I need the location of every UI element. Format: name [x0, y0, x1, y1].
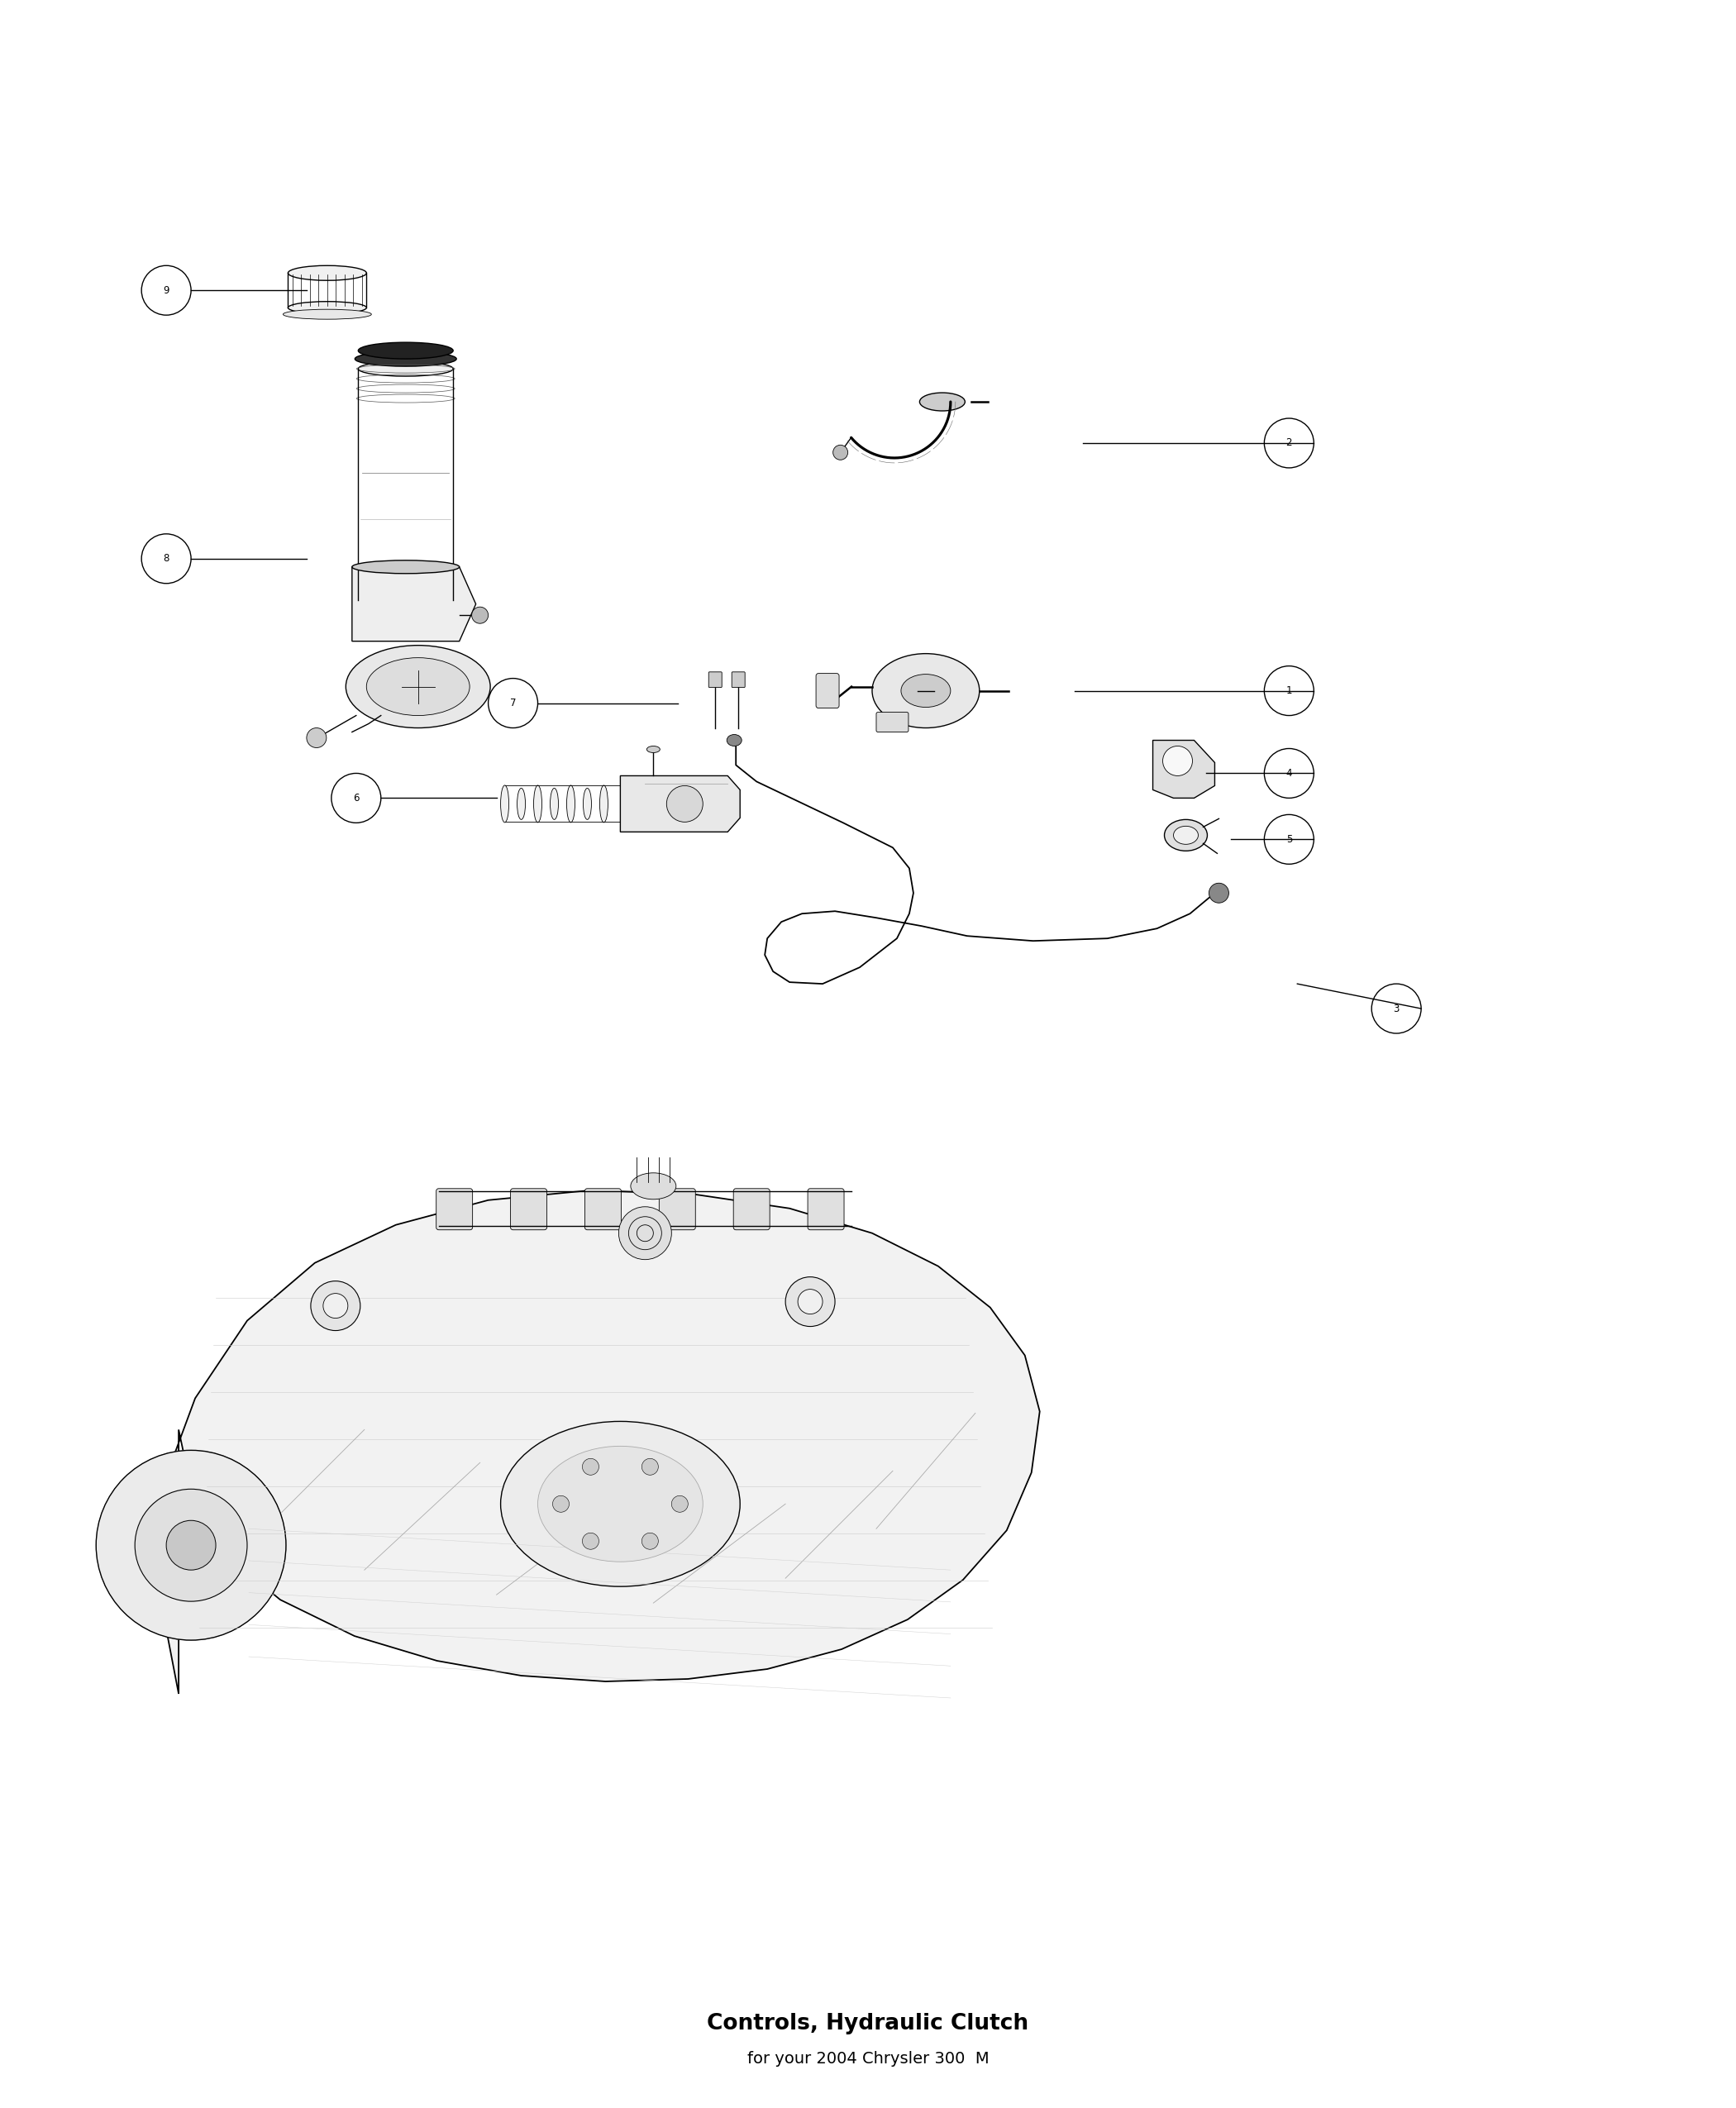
Ellipse shape [358, 360, 453, 375]
Circle shape [667, 786, 703, 822]
Circle shape [642, 1533, 658, 1549]
Circle shape [672, 1497, 687, 1511]
FancyBboxPatch shape [733, 672, 745, 687]
Polygon shape [352, 567, 476, 641]
Ellipse shape [920, 392, 965, 411]
Circle shape [135, 1488, 247, 1602]
Ellipse shape [288, 301, 366, 314]
Ellipse shape [288, 266, 366, 280]
Ellipse shape [566, 786, 575, 822]
Polygon shape [1153, 740, 1215, 799]
Polygon shape [620, 776, 740, 833]
Ellipse shape [583, 788, 592, 820]
Text: 6: 6 [352, 793, 359, 803]
Polygon shape [158, 1191, 1040, 1695]
Text: 5: 5 [1286, 835, 1292, 845]
Ellipse shape [358, 592, 453, 607]
Ellipse shape [283, 310, 372, 318]
FancyBboxPatch shape [733, 1189, 769, 1229]
Circle shape [785, 1277, 835, 1326]
FancyBboxPatch shape [585, 1189, 621, 1229]
Ellipse shape [538, 1446, 703, 1562]
Ellipse shape [500, 786, 509, 822]
FancyBboxPatch shape [807, 1189, 844, 1229]
Text: 8: 8 [163, 552, 170, 565]
Circle shape [582, 1459, 599, 1476]
Text: for your 2004 Chrysler 300  M: for your 2004 Chrysler 300 M [746, 2051, 990, 2066]
Text: 3: 3 [1394, 1003, 1399, 1014]
FancyBboxPatch shape [816, 672, 838, 708]
Circle shape [582, 1533, 599, 1549]
Ellipse shape [1174, 826, 1198, 845]
Text: 2: 2 [1286, 438, 1292, 449]
Circle shape [311, 1282, 361, 1330]
FancyBboxPatch shape [660, 1189, 696, 1229]
Circle shape [618, 1206, 672, 1261]
Circle shape [1163, 746, 1193, 776]
Ellipse shape [345, 645, 490, 727]
Circle shape [323, 1294, 347, 1318]
Text: 4: 4 [1286, 767, 1292, 778]
FancyBboxPatch shape [877, 713, 908, 731]
Ellipse shape [599, 786, 608, 822]
Ellipse shape [648, 746, 660, 753]
Circle shape [307, 727, 326, 748]
Ellipse shape [517, 788, 526, 820]
Ellipse shape [871, 653, 979, 727]
Ellipse shape [500, 1421, 740, 1587]
Ellipse shape [358, 341, 453, 358]
Circle shape [167, 1520, 215, 1570]
Text: 1: 1 [1286, 685, 1292, 696]
Ellipse shape [533, 786, 542, 822]
Text: 7: 7 [510, 698, 516, 708]
Ellipse shape [727, 734, 741, 746]
FancyBboxPatch shape [708, 672, 722, 687]
Circle shape [833, 445, 847, 460]
Text: Controls, Hydraulic Clutch: Controls, Hydraulic Clutch [707, 2013, 1029, 2034]
Circle shape [95, 1450, 286, 1640]
Ellipse shape [550, 788, 559, 820]
Circle shape [472, 607, 488, 624]
FancyBboxPatch shape [510, 1189, 547, 1229]
FancyBboxPatch shape [436, 1189, 472, 1229]
Circle shape [1208, 883, 1229, 902]
Ellipse shape [366, 658, 470, 715]
Ellipse shape [354, 352, 457, 367]
Circle shape [799, 1290, 823, 1313]
Ellipse shape [1165, 820, 1207, 852]
Text: 9: 9 [163, 285, 170, 295]
Circle shape [552, 1497, 569, 1511]
Ellipse shape [352, 561, 460, 573]
Ellipse shape [630, 1172, 675, 1199]
Ellipse shape [901, 675, 951, 708]
Circle shape [642, 1459, 658, 1476]
